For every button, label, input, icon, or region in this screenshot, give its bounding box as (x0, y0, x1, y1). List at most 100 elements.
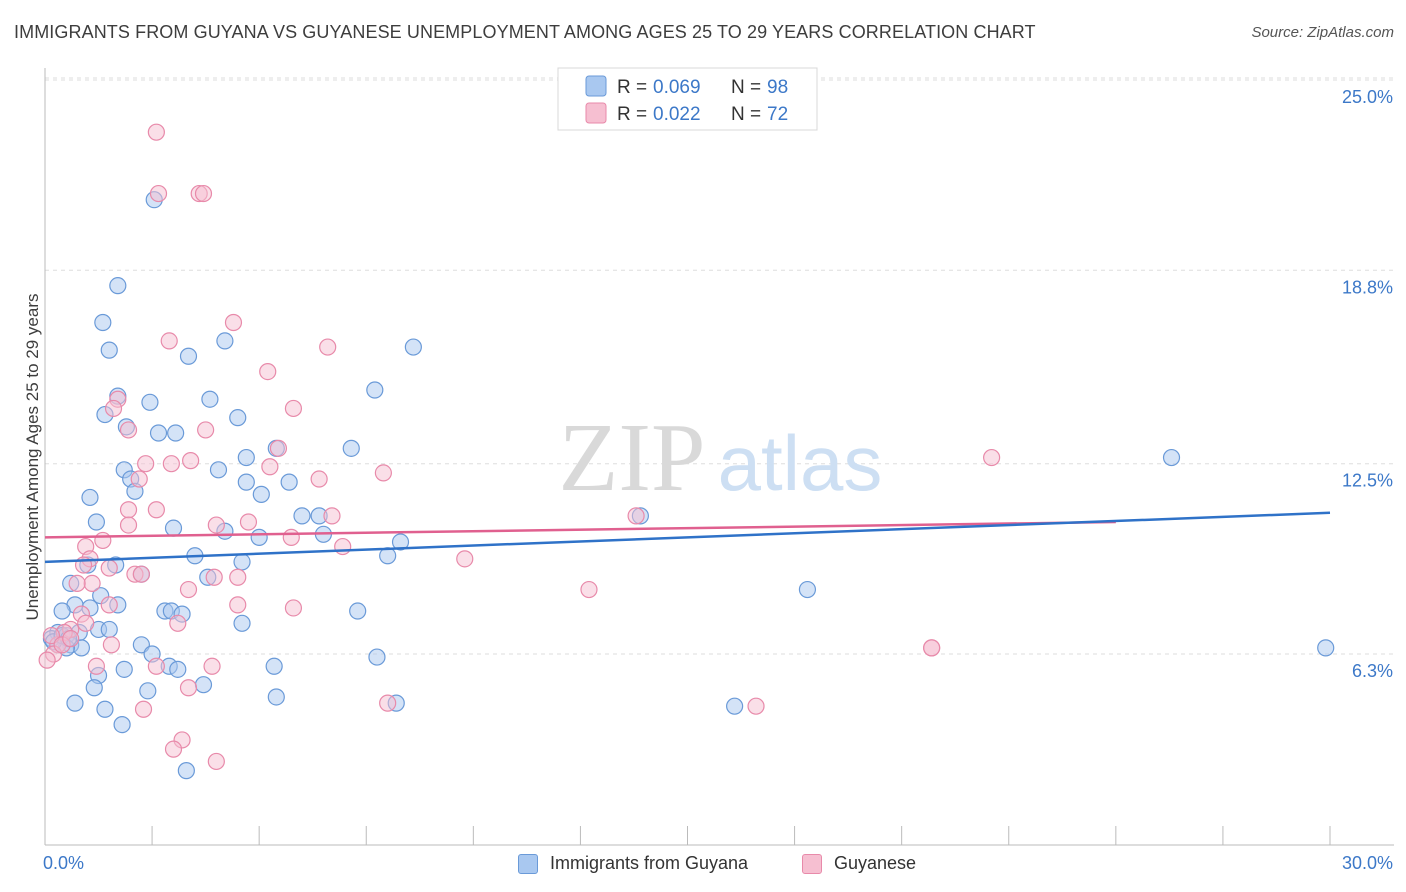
scatter-point (94, 531, 112, 550)
scatter-point (284, 599, 303, 617)
scatter-point (137, 455, 155, 473)
scatter-point (798, 580, 817, 599)
watermark: ZIP atlas (559, 404, 883, 512)
tick-labels: 6.3% 12.5% 18.8% 25.0% 0.0% 30.0% (43, 87, 1393, 873)
scatter-point (139, 682, 157, 700)
scatter-point (342, 439, 360, 457)
axes (44, 68, 1394, 846)
scatter-point (580, 580, 598, 599)
scatter-point (229, 409, 247, 427)
scatter-point (162, 455, 180, 473)
scatter-point (205, 568, 223, 586)
legend-r-value: 0.022 (653, 104, 701, 125)
scatter-point (237, 448, 255, 467)
scatter-point (334, 537, 352, 556)
scatter-point (366, 381, 384, 399)
scatter-point (100, 620, 118, 639)
legend-r-value: 0.069 (653, 77, 701, 98)
scatter-point (160, 332, 178, 350)
legend-swatch-pink (585, 102, 607, 124)
scatter-point (100, 596, 118, 614)
scatter-point (87, 657, 106, 675)
scatter-point (66, 694, 84, 712)
scatter-point (280, 473, 298, 491)
scatter-point (374, 464, 392, 482)
scatter-point (207, 516, 225, 534)
legend-label-guyanese: Guyanese (834, 853, 917, 873)
scatter-point (282, 528, 300, 546)
watermark-zip: ZIP (559, 404, 706, 512)
scatter-point (132, 565, 150, 583)
scatter-point (1317, 639, 1335, 657)
scatter-point (207, 752, 225, 771)
series-legend: Immigrants from Guyana Guyanese (0, 850, 1406, 880)
legend-r-label: R = (617, 77, 647, 98)
legend-swatch-blue (518, 853, 538, 874)
scatter-point (164, 519, 183, 537)
scatter-point (149, 424, 168, 442)
scatter-point (267, 688, 285, 706)
source-label: Source: ZipAtlas.com (1251, 24, 1394, 41)
correlation-legend: R = 0.069 N = 98 R = 0.022 N = 72 (557, 67, 818, 131)
scatter-point (96, 700, 114, 718)
scatter-point (323, 507, 341, 525)
scatter-point (293, 507, 311, 525)
scatter-point (379, 694, 397, 712)
scatter-point (229, 596, 247, 614)
y-axis-label: Unemployment Among Ages 25 to 29 years (23, 294, 42, 621)
trend-lines (44, 511, 1331, 564)
scatter-point (38, 651, 56, 669)
scatter-point (194, 676, 213, 694)
scatter-point (149, 184, 168, 203)
legend-n-value: 72 (767, 104, 788, 125)
scatter-point (269, 439, 288, 457)
scatter-point (179, 580, 198, 599)
y-tick-label: 6.3% (1352, 661, 1393, 681)
scatter-point (368, 648, 386, 666)
scatter-point (62, 630, 80, 648)
scatter-point (104, 399, 123, 418)
scatter-point (194, 184, 213, 203)
scatter-point (923, 639, 941, 657)
scatter-point (203, 657, 221, 675)
scatter-point (119, 501, 138, 519)
scatter-point (179, 679, 198, 697)
scatter-point (141, 393, 159, 411)
scatter-point (100, 341, 118, 359)
scatter-point (237, 473, 255, 491)
scatter-point (197, 421, 215, 439)
series-guyanese (38, 123, 1001, 771)
legend-item-guyanese: Guyanese (802, 853, 916, 874)
scatter-point (201, 390, 219, 408)
scatter-point (284, 399, 303, 418)
scatter-point (747, 697, 765, 715)
scatter-point (209, 461, 228, 479)
x-tick-label: 0.0% (43, 853, 84, 873)
scatter-point (250, 528, 268, 546)
y-tick-label: 25.0% (1342, 87, 1393, 107)
scatter-point (130, 470, 148, 488)
scatter-point (404, 338, 422, 356)
scatter-point (1162, 448, 1181, 467)
scatter-point (259, 363, 277, 381)
legend-swatch-pink (802, 853, 822, 874)
scatter-point (102, 636, 120, 654)
scatter-point (179, 347, 198, 365)
scatter-point (391, 533, 410, 551)
scatter-point (134, 700, 153, 718)
y-tick-label: 18.8% (1342, 277, 1393, 297)
scatter-point (115, 660, 133, 678)
scatter-point (229, 568, 247, 586)
scatter-point (310, 470, 328, 488)
scatter-point (239, 513, 258, 531)
legend-n-label: N = (731, 104, 761, 125)
scatter-point (627, 507, 645, 525)
scatter-point (167, 424, 185, 442)
scatter-point (456, 550, 474, 568)
scatter-point (177, 762, 195, 780)
scatter-point (319, 338, 337, 356)
scatter-point (261, 458, 279, 476)
scatter-point (147, 123, 165, 141)
scatter-point (85, 679, 103, 697)
scatter-point (349, 602, 367, 620)
